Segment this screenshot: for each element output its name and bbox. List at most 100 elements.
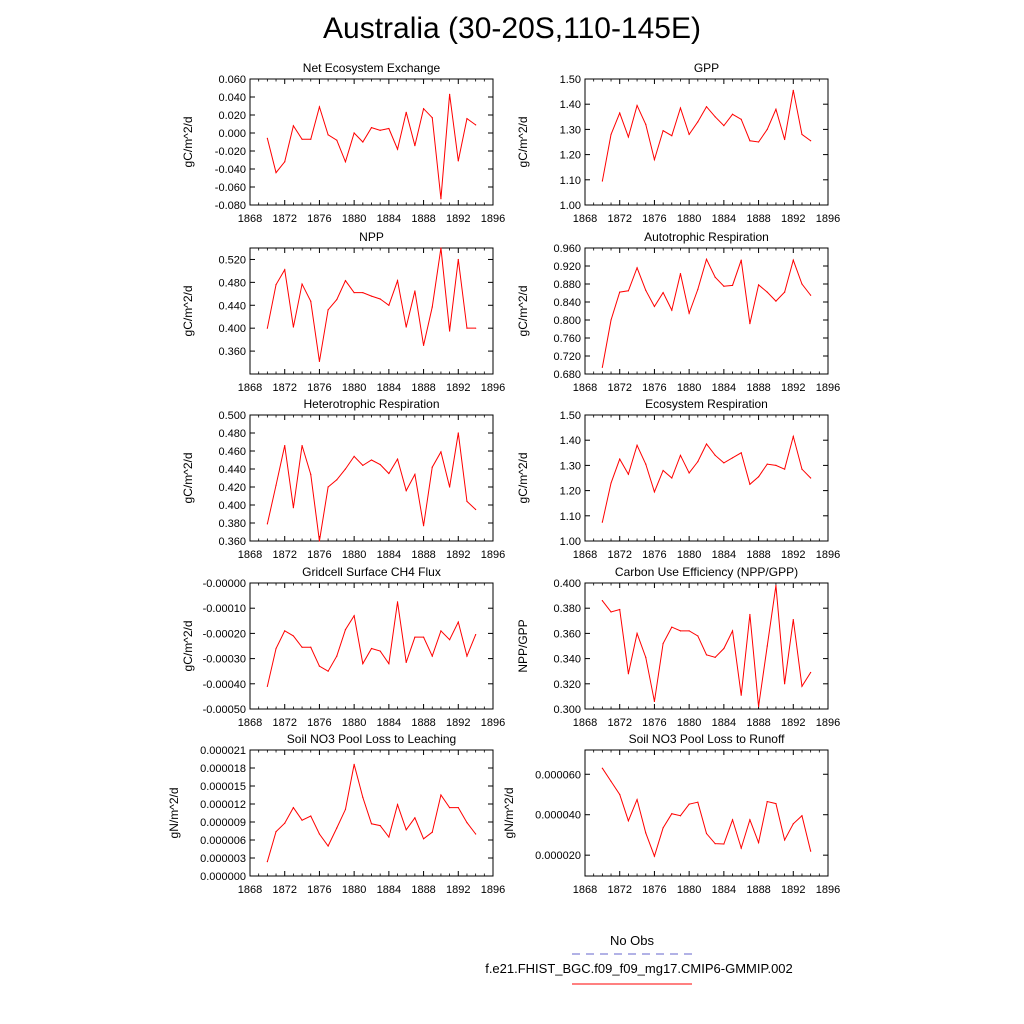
data-point [266, 137, 268, 139]
x-tick-label: 1884 [377, 213, 401, 225]
x-tick-label: 1872 [272, 717, 296, 729]
data-point [301, 283, 303, 285]
data-point [792, 823, 794, 825]
data-point [336, 479, 338, 481]
data-point [388, 663, 390, 665]
y-tick-label: 0.760 [553, 333, 581, 345]
data-point [723, 285, 725, 287]
y-tick-label: -0.00020 [203, 628, 246, 640]
data-point [740, 694, 742, 696]
y-tick-label: 0.400 [218, 323, 246, 335]
data-point [422, 108, 425, 110]
y-tick-label: 0.480 [218, 277, 246, 289]
x-tick-label: 1880 [342, 213, 366, 225]
plot-frame [249, 78, 494, 206]
y-tick-label: 0.440 [218, 464, 246, 476]
x-tick-label: 1868 [573, 549, 597, 561]
data-point [414, 145, 416, 147]
x-tick-label: 1892 [781, 549, 805, 561]
x-tick-label: 1872 [272, 549, 296, 561]
y-tick-label: 0.420 [218, 482, 246, 494]
x-tick-label: 1868 [573, 717, 597, 729]
x-tick-label: 1876 [307, 549, 331, 561]
y-tick-label: 1.10 [560, 511, 581, 523]
y-tick-label: -0.00030 [203, 654, 246, 666]
data-point [449, 486, 451, 488]
data-point [414, 290, 416, 292]
data-point [775, 464, 777, 466]
x-tick-label: 1872 [607, 884, 631, 896]
data-point [740, 259, 742, 261]
x-tick-label: 1872 [607, 382, 631, 394]
data-point [801, 133, 803, 136]
data-point [653, 700, 656, 703]
series-line-0 [266, 247, 476, 362]
data-point [784, 683, 786, 685]
x-tick-label: 1892 [781, 884, 805, 896]
data-point [318, 833, 321, 835]
chart-title: Soil NO3 Pool Loss to Runoff [629, 732, 786, 746]
x-tick-label: 1876 [642, 382, 666, 394]
y-tick-label: 0.060 [218, 74, 246, 86]
series-line-0 [266, 432, 476, 542]
data-point [740, 847, 742, 849]
y-tick-label: 0.000060 [535, 769, 581, 781]
y-tick-label: 0.320 [553, 679, 581, 691]
series-line-0 [266, 601, 477, 687]
data-point [775, 802, 777, 805]
x-tick-label: 1888 [411, 213, 435, 225]
data-point [336, 298, 338, 301]
data-point [327, 309, 329, 311]
y-tick-label: 0.380 [218, 518, 246, 530]
data-point [414, 473, 416, 475]
data-point [619, 291, 621, 293]
data-point [775, 108, 777, 110]
x-tick-label: 1872 [607, 549, 631, 561]
y-tick-label: 0.800 [553, 315, 581, 327]
x-tick-label: 1880 [677, 213, 701, 225]
x-tick-label: 1888 [746, 717, 770, 729]
chart-panel-8: Soil NO3 Pool Loss to Leaching 1868 1872 18… [167, 732, 505, 896]
data-point [405, 661, 407, 663]
data-point [466, 327, 468, 329]
y-tick-label: 0.000000 [200, 871, 246, 883]
data-point [284, 445, 286, 447]
data-point [784, 468, 786, 470]
y-tick-label: -0.080 [215, 200, 246, 212]
data-point [310, 473, 312, 475]
x-tick-label: 1880 [677, 382, 701, 394]
data-point [466, 500, 468, 502]
data-point [636, 632, 638, 635]
y-tick-label: 0.680 [553, 369, 581, 381]
y-tick-label: 1.50 [560, 410, 581, 422]
data-point [792, 89, 794, 91]
x-tick-label: 1884 [712, 213, 736, 225]
data-point [636, 104, 638, 107]
x-tick-label: 1880 [677, 549, 701, 561]
data-point [353, 455, 355, 457]
data-point [266, 861, 268, 863]
x-tick-label: 1884 [712, 717, 736, 729]
data-point [801, 283, 803, 285]
data-point [405, 326, 407, 328]
data-point [792, 435, 794, 438]
data-point [688, 803, 690, 805]
data-point [723, 462, 725, 464]
data-point [466, 118, 468, 120]
y-axis-label: gC/m^2/d [181, 286, 195, 337]
x-tick-label: 1872 [272, 884, 296, 896]
y-tick-label: 0.020 [218, 110, 246, 122]
x-tick-label: 1876 [642, 213, 666, 225]
x-tick-label: 1880 [342, 382, 366, 394]
y-tick-label: 0.480 [218, 428, 246, 440]
x-tick-label: 1868 [573, 382, 597, 394]
y-tick-label: 0.360 [218, 346, 246, 358]
data-point [619, 458, 621, 460]
data-point [449, 639, 451, 641]
data-point [440, 794, 442, 796]
x-tick-label: 1888 [746, 884, 770, 896]
data-point [431, 117, 433, 119]
data-point [405, 829, 407, 831]
data-point [705, 258, 708, 260]
data-point [396, 601, 399, 603]
